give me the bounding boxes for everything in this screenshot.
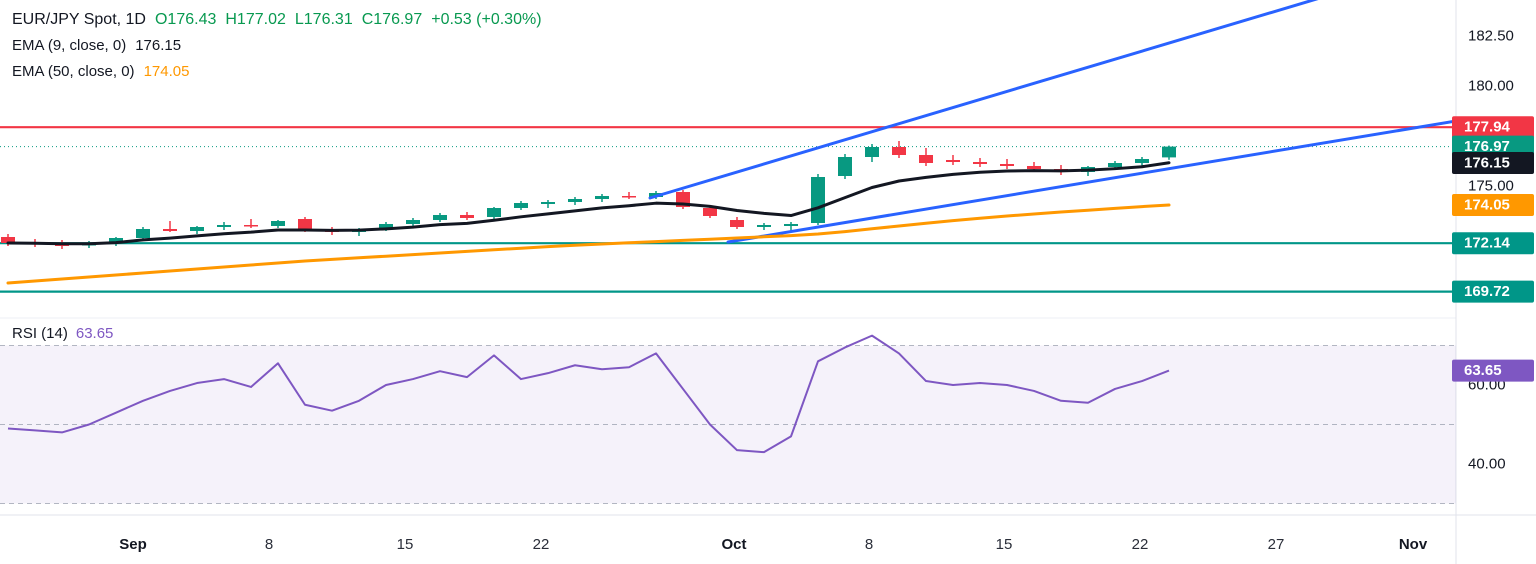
price-axis-label: 180.00 [1468, 78, 1514, 95]
time-axis-label[interactable]: 8 [865, 536, 873, 553]
price-badge-label: 174.05 [1464, 197, 1510, 214]
price-pane[interactable] [0, 0, 1462, 293]
rsi-legend-row[interactable]: RSI (14) 63.65 [12, 325, 113, 342]
price-badge-label: 176.15 [1464, 155, 1510, 172]
candle-body [379, 224, 393, 229]
ema9-label[interactable]: EMA (9, close, 0) [12, 37, 127, 54]
candle-body [460, 215, 474, 218]
ema9-line [6, 161, 1171, 246]
time-axis-label[interactable]: 22 [533, 536, 550, 553]
ema50-label[interactable]: EMA (50, close, 0) [12, 63, 135, 80]
low-value: L176.31 [294, 11, 353, 28]
trend-line[interactable] [726, 119, 1462, 244]
price-badge-label: 176.97 [1464, 138, 1510, 155]
rsi-axis-label: 40.00 [1468, 456, 1506, 473]
open-value: O176.43 [154, 11, 217, 28]
candle-body [190, 227, 204, 231]
candle-body [946, 160, 960, 162]
rsi-label[interactable]: RSI (14) [12, 325, 68, 342]
symbol-legend-row[interactable]: EUR/JPY Spot, 1D O176.43 H177.02 L176.31… [12, 7, 542, 33]
candle-body [1027, 166, 1041, 169]
candle-body [433, 215, 447, 220]
price-badge-label: 169.72 [1464, 283, 1510, 300]
candle-body [298, 219, 312, 230]
time-axis-label[interactable]: 22 [1132, 536, 1149, 553]
trend-line[interactable] [648, 0, 1330, 200]
candle-body [811, 177, 825, 223]
price-badge [1452, 194, 1534, 216]
time-axis-label[interactable]: 15 [996, 536, 1013, 553]
candle-body [217, 225, 231, 227]
rsi-value: 63.65 [75, 325, 114, 342]
high-value: H177.02 [225, 11, 286, 28]
rsi-line [7, 334, 1170, 454]
ema9-value: 176.15 [135, 37, 182, 54]
candle-body [865, 147, 879, 157]
symbol-title[interactable]: EUR/JPY Spot, 1D [12, 11, 146, 28]
candle-body [1, 237, 15, 243]
ema50-legend-row[interactable]: EMA (50, close, 0) 174.05 [12, 59, 542, 85]
candle-body [163, 229, 177, 231]
time-axis-label[interactable]: 15 [397, 536, 414, 553]
price-badge-label: 177.94 [1464, 119, 1511, 136]
candle-body [757, 225, 771, 227]
price-badge [1452, 152, 1534, 174]
time-axis-label[interactable]: 27 [1268, 536, 1285, 553]
ema9-legend-row[interactable]: EMA (9, close, 0) 176.15 [12, 33, 542, 59]
time-axis-label[interactable]: Nov [1399, 536, 1428, 553]
candle-body [973, 162, 987, 164]
price-badge [1452, 280, 1534, 303]
price-axis-label: 175.00 [1468, 178, 1514, 195]
candle-body [784, 224, 798, 226]
candle-body [136, 229, 150, 238]
price-badge-label: 172.14 [1464, 235, 1511, 252]
candle-body [838, 157, 852, 176]
candle-body [406, 220, 420, 224]
rsi-badge-label: 63.65 [1464, 362, 1502, 379]
price-badge [1452, 116, 1534, 139]
time-axis-label[interactable]: 8 [265, 536, 273, 553]
candle-body [1000, 164, 1014, 166]
candle-body [541, 202, 555, 204]
rsi-pane[interactable] [0, 334, 1456, 504]
ema50-value: 174.05 [143, 63, 190, 80]
rsi-badge [1452, 359, 1534, 382]
candle-body [244, 225, 258, 227]
candle-body [1162, 146, 1176, 158]
time-axis-label[interactable]: Sep [119, 536, 147, 553]
candle-body [919, 155, 933, 163]
candle-body [1135, 159, 1149, 163]
candle-body [514, 203, 528, 208]
time-axis-label[interactable]: Oct [721, 536, 746, 553]
candle-body [568, 199, 582, 202]
candle-body [109, 238, 123, 244]
candle-body [622, 196, 636, 198]
legend: EUR/JPY Spot, 1D O176.43 H177.02 L176.31… [12, 7, 542, 85]
candle-body [892, 147, 906, 155]
candle-body [1108, 163, 1122, 167]
candle-body [730, 220, 744, 227]
ema50-line [6, 203, 1171, 285]
candle-body [703, 208, 717, 216]
candle-body [487, 208, 501, 217]
time-scale[interactable]: Sep 8 15 22 Oct 8 15 22 27 Nov [119, 536, 1428, 553]
candle-body [595, 196, 609, 199]
price-badge [1452, 232, 1534, 255]
change-value: +0.53 (+0.30%) [431, 11, 542, 28]
close-value: C176.97 [361, 11, 423, 28]
candle-body [271, 221, 285, 226]
rsi-band [0, 345, 1456, 504]
price-axis-label: 182.50 [1468, 28, 1514, 45]
